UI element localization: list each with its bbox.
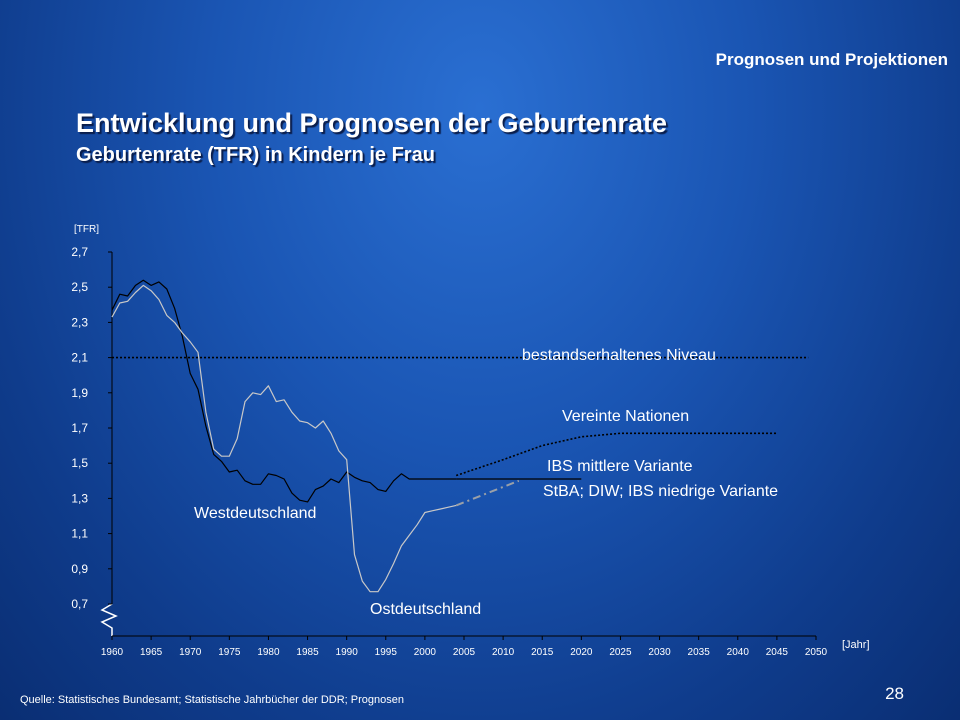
y-axis-break [100, 603, 118, 636]
x-tick-label: 1970 [179, 647, 202, 658]
annotation-label: Westdeutschland [194, 505, 316, 522]
annotation-label: IBS mittlere Variante [547, 458, 693, 475]
x-tick-label: 2020 [570, 647, 593, 658]
x-tick-label: 2015 [531, 647, 554, 658]
annotation-label: StBA; DIW; IBS niedrige Variante [543, 483, 778, 500]
x-tick-label: 2045 [766, 647, 789, 658]
annotation-label: Ostdeutschland [370, 601, 481, 618]
y-tick-label: 1,3 [71, 491, 88, 505]
page-number: 28 [885, 684, 904, 703]
y-tick-label: 2,3 [71, 315, 88, 329]
x-tick-label: 2025 [609, 647, 632, 658]
y-axis-label: [TFR] [74, 224, 99, 235]
x-tick-label: 1985 [296, 647, 319, 658]
annotation-label: bestandserhaltenes Niveau [522, 347, 716, 364]
source-note: Quelle: Statistisches Bundesamt; Statist… [20, 694, 404, 706]
series-line-stba-diw-ibs-niedrige-variante [455, 479, 520, 507]
y-tick-label: 2,1 [71, 351, 88, 365]
y-tick-label: 0,7 [71, 597, 88, 611]
x-tick-label: 2005 [453, 647, 476, 658]
chart-annotations: bestandserhaltenes Niveau Vereinte Nation… [194, 347, 778, 618]
x-tick-label: 1990 [336, 647, 359, 658]
y-tick-label: 1,9 [71, 386, 88, 400]
annotation-label: Vereinte Nationen [562, 408, 689, 425]
chart-ticks: 2,7 2,5 2,3 2,1 1,9 1,7 1,5 1,3 1,1 0,9 0,7 [TFR] 19… [71, 224, 869, 658]
y-tick-label: 2,7 [71, 245, 88, 259]
x-tick-label: 2035 [688, 647, 711, 658]
y-tick-label: 1,1 [71, 527, 88, 541]
x-tick-label: 1975 [218, 647, 241, 658]
y-tick-label: 1,5 [71, 456, 88, 470]
series-line-ostdeutschland [111, 284, 457, 593]
page-title: Entwicklung und Prognosen der Geburtenra… [76, 108, 668, 138]
x-tick-label: 1960 [101, 647, 124, 658]
x-tick-label: 2010 [492, 647, 515, 658]
x-tick-label: 1965 [140, 647, 163, 658]
chart-series [111, 279, 809, 593]
x-axis-label: [Jahr] [842, 639, 870, 651]
x-tick-label: 1980 [257, 647, 280, 658]
y-tick-label: 2,5 [71, 280, 88, 294]
x-tick-label: 2000 [414, 647, 437, 658]
chart-axes [100, 252, 816, 637]
series-line-westdeutschland [111, 279, 457, 503]
x-tick-label: 2030 [648, 647, 671, 658]
section-label: Prognosen und Projektionen [715, 50, 948, 69]
y-tick-label: 1,7 [71, 421, 88, 435]
y-tick-label: 0,9 [71, 562, 88, 576]
x-tick-label: 1995 [375, 647, 398, 658]
page-subtitle: Geburtenrate (TFR) in Kindern je Frau [76, 144, 435, 166]
x-tick-label: 2040 [727, 647, 750, 658]
x-tick-label: 2050 [805, 647, 828, 658]
